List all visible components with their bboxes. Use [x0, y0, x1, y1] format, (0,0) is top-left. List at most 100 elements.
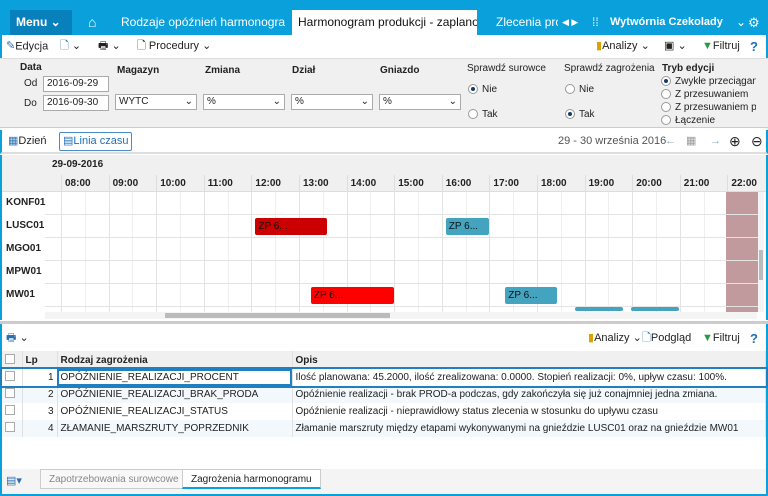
row-checkbox[interactable]: [2, 420, 23, 437]
filter-button[interactable]: ▼Filtruj: [702, 327, 740, 350]
tab-schedule-threats[interactable]: Zagrożenia harmonogramu: [182, 469, 321, 489]
date-from-input[interactable]: 2016-09-29: [43, 76, 109, 92]
zoom-in-icon[interactable]: ⊕: [729, 133, 741, 149]
gantt-bar-partial[interactable]: [575, 307, 623, 311]
print-dropdown[interactable]: 🖶 ⌄: [6, 332, 29, 344]
hour-label: 19:00: [584, 175, 633, 193]
shift-select[interactable]: % ⌄: [203, 94, 285, 110]
apps-grid-icon[interactable]: ⁞⁞: [592, 15, 599, 29]
mode-radio-shift-after[interactable]: Z przesuwaniem po: [661, 102, 756, 113]
tab-production-schedule[interactable]: Harmonogram produkcji - zaplanowane: [292, 10, 477, 35]
tab-scroll-arrows[interactable]: ◀ ▶: [562, 17, 579, 27]
arrow-left-icon[interactable]: ←: [665, 135, 676, 147]
print-dropdown[interactable]: 🖶 ⌄: [98, 40, 121, 52]
select-all-checkbox[interactable]: [2, 351, 23, 369]
table-row[interactable]: 4 ZŁAMANIE_MARSZRUTY_POPRZEDNIK Złamanie…: [2, 420, 766, 437]
chevron-down-icon[interactable]: ⌄: [736, 15, 747, 29]
gantt-bar[interactable]: ZP 6...: [255, 218, 327, 235]
window-warning-dropdown[interactable]: ▣ ⌄: [664, 40, 687, 52]
shift-value: %: [207, 96, 216, 107]
preview-dropdown[interactable]: 🗋 ⌄: [60, 40, 82, 52]
hour-label: 21:00: [679, 175, 728, 193]
dept-label: Dział: [292, 65, 316, 76]
hour-label: 10:00: [156, 175, 204, 193]
hour-label: 15:00: [394, 175, 442, 193]
printer-icon: 🖶: [98, 40, 109, 52]
column-header-description[interactable]: Opis: [292, 351, 766, 369]
grid-line: [180, 192, 181, 312]
grid-line: [108, 192, 110, 312]
from-label: Od: [24, 78, 38, 89]
grid-line: [608, 192, 610, 312]
hour-label: 11:00: [203, 175, 252, 193]
cell-type[interactable]: OPÓŹNIENIE_REALIZACJI_STATUS: [57, 403, 293, 420]
table-row[interactable]: 2 OPÓŹNIENIE_REALIZACJI_BRAK_PRODA Opóźn…: [2, 386, 766, 403]
gantt-bar[interactable]: ZP 6...: [505, 287, 557, 304]
socket-select[interactable]: % ⌄: [379, 94, 461, 110]
panel-splitter[interactable]: [0, 321, 768, 324]
row-divider: [45, 260, 760, 261]
mode-radio-join[interactable]: Łączenie: [661, 115, 715, 126]
day-label: Dzień: [18, 135, 47, 147]
row-checkbox[interactable]: [2, 369, 23, 386]
tab-delay-types[interactable]: Rodzaje opóźnień harmonogramu: [121, 15, 285, 29]
mode-radio-shift[interactable]: Z przesuwaniem: [661, 89, 748, 100]
grid-line: [513, 192, 515, 312]
timeline-view-button[interactable]: ▤Linia czasu: [59, 132, 133, 151]
grid-line: [537, 192, 538, 312]
tab-production-orders[interactable]: Zlecenia produkcyjne: [496, 15, 558, 29]
company-name[interactable]: Wytwórnia Czekolady: [610, 16, 723, 28]
table-row[interactable]: 1 OPÓŹNIENIE_REALIZACJI_PROCENT Ilość pl…: [0, 367, 768, 388]
calendar-picker-icon[interactable]: ▦: [686, 135, 697, 147]
threats-radio-no[interactable]: Nie: [565, 84, 594, 95]
row-checkbox[interactable]: [2, 386, 23, 403]
edit-button[interactable]: ✎Edycja: [6, 35, 48, 58]
cell-type[interactable]: OPÓŹNIENIE_REALIZACJI_PROCENT: [57, 369, 293, 386]
warehouse-select[interactable]: WYTC ⌄: [115, 94, 197, 110]
cell-type[interactable]: OPÓŹNIENIE_REALIZACJI_BRAK_PRODA: [57, 386, 293, 403]
gear-icon[interactable]: ⚙: [748, 15, 760, 30]
home-icon[interactable]: ⌂: [88, 14, 97, 30]
gantt-bar[interactable]: ZP 6...: [445, 218, 490, 235]
column-header-type[interactable]: Rodzaj zagrożenia: [57, 351, 293, 369]
gantt-chart: 29-09-2016 08:00 09:00 10:00 11:00 12:00 13:0…: [0, 155, 768, 320]
row-checkbox[interactable]: [2, 403, 23, 420]
analyses-dropdown[interactable]: ▮Analizy ⌄: [596, 40, 650, 52]
help-icon[interactable]: ?: [750, 331, 758, 346]
grid-line: [61, 192, 62, 312]
preview-label: Podgląd: [650, 332, 692, 344]
threats-radio-yes[interactable]: Tak: [565, 109, 595, 120]
dept-select[interactable]: % ⌄: [291, 94, 373, 110]
cell-lp: 4: [22, 420, 58, 437]
gantt-bar[interactable]: ZP 6...: [310, 287, 395, 304]
preview-button[interactable]: 🗋Podgląd: [642, 327, 691, 350]
day-view-button[interactable]: ▦Dzień: [8, 130, 47, 153]
hour-label: 13:00: [299, 175, 347, 193]
materials-radio-no[interactable]: Nie: [468, 84, 497, 95]
grid-line: [489, 192, 491, 312]
table-row[interactable]: 3 OPÓŹNIENIE_REALIZACJI_STATUS Opóźnieni…: [2, 403, 766, 420]
gantt-bar-partial[interactable]: [631, 307, 679, 311]
date-to-input[interactable]: 2016-09-30: [43, 95, 109, 111]
mode-radio-drag[interactable]: Zwykłe przeciąganie: [661, 76, 756, 87]
cell-type[interactable]: ZŁAMANIE_MARSZRUTY_POPRZEDNIK: [57, 420, 293, 437]
procedures-dropdown[interactable]: 🗋 Procedury ⌄: [137, 40, 212, 52]
help-icon[interactable]: ?: [750, 39, 758, 54]
arrow-right-icon[interactable]: →: [710, 135, 721, 147]
shift-label: Zmiana: [205, 65, 241, 76]
grid-line: [656, 192, 657, 312]
scrollbar-thumb[interactable]: [759, 250, 763, 280]
vertical-scrollbar[interactable]: [758, 192, 764, 312]
filter-button[interactable]: ▼Filtruj: [702, 35, 740, 58]
analyses-dropdown[interactable]: ▮Analizy ⌄: [588, 332, 642, 344]
column-header-lp[interactable]: Lp: [22, 351, 58, 369]
tab-material-requirements[interactable]: Zapotrzebowania surowcowe: [40, 469, 188, 489]
materials-radio-yes[interactable]: Tak: [468, 109, 498, 120]
horizontal-scrollbar[interactable]: [45, 312, 757, 319]
menu-button[interactable]: Menu ⌄: [10, 10, 72, 35]
to-label: Do: [24, 98, 37, 109]
zoom-out-icon[interactable]: ⊖: [751, 133, 763, 149]
main-toolbar: ✎Edycja 🗋 ⌄ 🖶 ⌄ 🗋 Procedury ⌄ ▮Analizy ⌄…: [0, 35, 768, 58]
scrollbar-thumb[interactable]: [165, 313, 390, 318]
binoculars-dropdown[interactable]: ▤▾: [6, 475, 22, 487]
